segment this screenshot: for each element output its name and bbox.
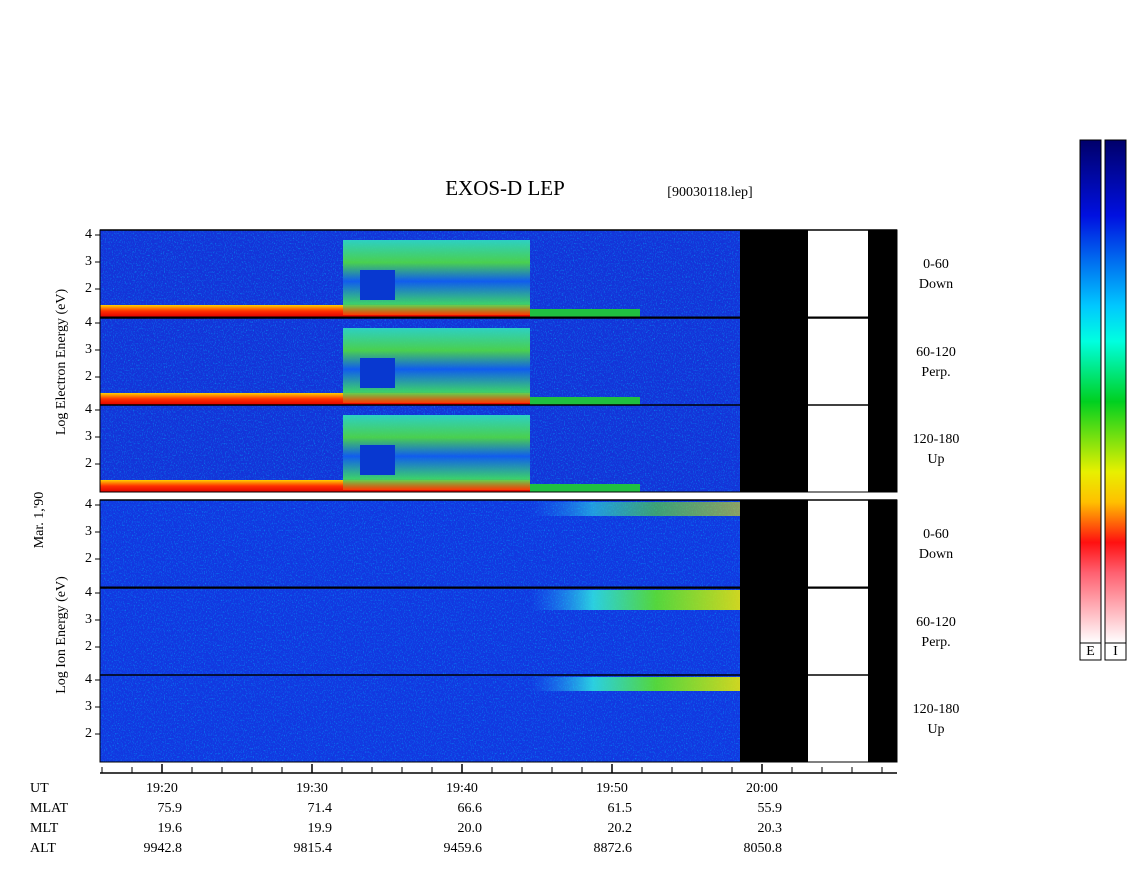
file-name: [90030118.lep] [667, 185, 752, 200]
row-label: MLT [30, 821, 59, 836]
electron-band [530, 484, 640, 492]
panel-label: 0-60 [923, 257, 949, 272]
no-data [740, 318, 808, 405]
table-cell: 8872.6 [594, 841, 633, 856]
energy-tick-label: 4 [85, 497, 92, 512]
panel-frame [99, 229, 898, 318]
energy-tick-label: 3 [85, 524, 92, 539]
table-cell: 20.2 [608, 821, 633, 836]
energy-tick-label: 3 [85, 612, 92, 627]
ion-beam [530, 590, 740, 610]
panel-frame [99, 499, 898, 588]
no-data [868, 500, 897, 587]
no-data [740, 588, 808, 675]
panel-label: 60-120 [916, 345, 956, 360]
table-cell: 20:00 [746, 781, 778, 796]
table-cell: 66.6 [458, 801, 483, 816]
no-data [868, 318, 897, 405]
title: EXOS-D LEP [445, 176, 565, 200]
panel-label: Down [919, 277, 953, 292]
y-axis-label: Log Ion Energy (eV) [54, 576, 69, 694]
table-cell: 20.0 [458, 821, 483, 836]
no-data [868, 230, 897, 317]
date-label: Mar. 1,'90 [32, 492, 47, 549]
panel-label: 120-180 [913, 702, 960, 717]
no-data [868, 675, 897, 762]
row-label: UT [30, 781, 49, 796]
energy-tick-label: 4 [85, 315, 92, 330]
table-cell: 75.9 [158, 801, 183, 816]
table-cell: 19:30 [296, 781, 328, 796]
electron-band [530, 309, 640, 317]
panel-label: Down [919, 547, 953, 562]
table-cell: 19.6 [158, 821, 183, 836]
energy-tick-label: 4 [85, 672, 92, 687]
energy-tick-label: 2 [85, 456, 92, 471]
table-cell: 55.9 [758, 801, 783, 816]
energy-tick-label: 2 [85, 281, 92, 296]
energy-tick-label: 2 [85, 369, 92, 384]
table-cell: 9815.4 [294, 841, 333, 856]
energy-tick-label: 2 [85, 726, 92, 741]
panel-label: Up [927, 722, 944, 737]
energy-tick-label: 2 [85, 639, 92, 654]
no-data [740, 500, 808, 587]
electron-gap [360, 445, 395, 475]
energy-tick-label: 2 [85, 551, 92, 566]
row-label: MLAT [30, 801, 69, 816]
panel-label: Perp. [921, 635, 950, 650]
table-cell: 8050.8 [744, 841, 783, 856]
row-label: ALT [30, 841, 56, 856]
no-data [740, 675, 808, 762]
color-bar-label-box [1104, 642, 1127, 661]
electron-band [530, 397, 640, 405]
panel-frame [99, 674, 898, 763]
table-cell: 19:20 [146, 781, 178, 796]
color-bar [1104, 139, 1127, 644]
color-bar [1079, 139, 1102, 644]
table-cell: 20.3 [758, 821, 783, 836]
color-bar-label: I [1113, 644, 1118, 659]
y-axis-label: Log Electron Energy (eV) [54, 289, 69, 436]
panel-label: 120-180 [913, 432, 960, 447]
table-cell: 9459.6 [444, 841, 483, 856]
panel-label: Perp. [921, 365, 950, 380]
table-cell: 9942.8 [144, 841, 183, 856]
energy-tick-label: 3 [85, 699, 92, 714]
energy-tick-label: 4 [85, 227, 92, 242]
table-cell: 19:50 [596, 781, 628, 796]
energy-tick-label: 4 [85, 402, 92, 417]
no-data [740, 405, 808, 492]
no-data [868, 588, 897, 675]
no-data [740, 230, 808, 317]
ion-beam [530, 677, 740, 691]
energy-tick-label: 3 [85, 254, 92, 269]
panel-label: 60-120 [916, 615, 956, 630]
panel-label: 0-60 [923, 527, 949, 542]
electron-gap [360, 270, 395, 300]
table-cell: 61.5 [608, 801, 633, 816]
panel-label: Up [927, 452, 944, 467]
table-cell: 71.4 [308, 801, 333, 816]
energy-tick-label: 3 [85, 342, 92, 357]
color-bar-label: E [1086, 644, 1095, 659]
table-cell: 19:40 [446, 781, 478, 796]
ion-beam [530, 502, 740, 516]
table-cell: 19.9 [308, 821, 333, 836]
color-bar-label-box [1079, 642, 1102, 661]
electron-gap [360, 358, 395, 388]
energy-tick-label: 4 [85, 585, 92, 600]
energy-tick-label: 3 [85, 429, 92, 444]
no-data [868, 405, 897, 492]
panel-frame [99, 404, 898, 493]
